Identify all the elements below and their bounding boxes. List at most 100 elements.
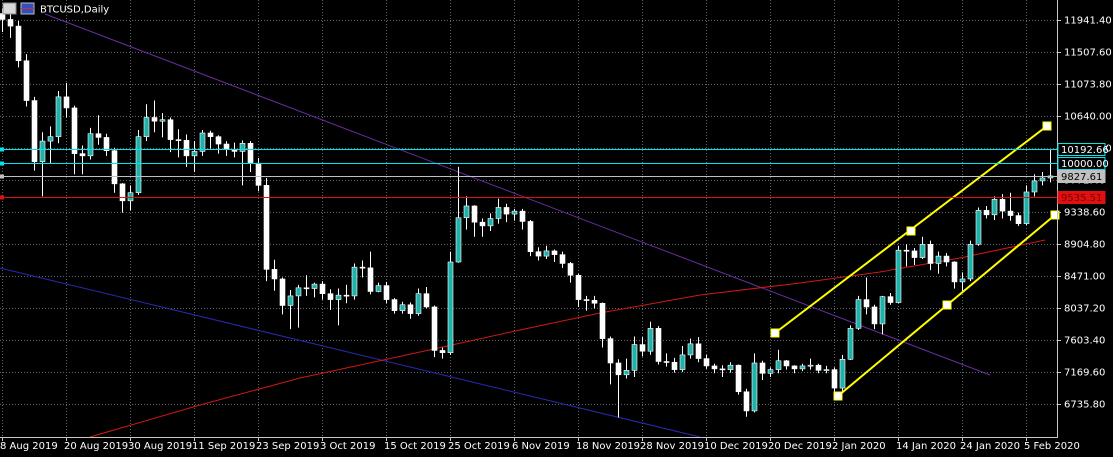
x-tick-label: 8 Aug 2019 bbox=[0, 441, 58, 452]
y-tick-label: 6735.80 bbox=[1064, 400, 1105, 411]
candle-body bbox=[127, 192, 134, 202]
channel-handle[interactable] bbox=[942, 300, 952, 310]
candle-body bbox=[383, 285, 390, 300]
candle-body bbox=[823, 369, 830, 371]
candle-body bbox=[367, 267, 374, 292]
candle-body bbox=[599, 302, 606, 339]
candle-body bbox=[935, 255, 942, 264]
x-tick-label: 20 Dec 2019 bbox=[768, 441, 832, 452]
candle-body bbox=[23, 60, 30, 101]
candle-body bbox=[591, 300, 598, 304]
candle-body bbox=[327, 293, 334, 300]
candle-body bbox=[391, 299, 398, 311]
price-level-tag bbox=[1057, 170, 1106, 183]
candle-body bbox=[47, 136, 54, 142]
channel-handle[interactable] bbox=[1050, 210, 1060, 220]
candle-body bbox=[655, 328, 662, 362]
candle-body bbox=[815, 364, 822, 371]
candle-body bbox=[703, 358, 710, 367]
channel-handle[interactable] bbox=[770, 328, 780, 338]
candle-body bbox=[215, 136, 222, 145]
candle-body bbox=[647, 328, 654, 352]
candle-body bbox=[95, 133, 102, 138]
candle-body bbox=[831, 369, 838, 389]
chart-icon bbox=[2, 2, 17, 15]
x-tick-label: 14 Jan 2020 bbox=[896, 441, 956, 452]
candle-body bbox=[839, 359, 846, 389]
candle-body bbox=[255, 162, 262, 186]
y-tick-label: 11073.80 bbox=[1064, 80, 1112, 91]
candle-body bbox=[583, 299, 590, 301]
candle-body bbox=[431, 306, 438, 351]
candle-body bbox=[775, 360, 782, 370]
candle-body bbox=[15, 25, 22, 62]
y-tick-label: 11941.40 bbox=[1064, 16, 1112, 27]
y-tick-label: 10640.00 bbox=[1064, 112, 1112, 123]
candle-body bbox=[223, 143, 230, 150]
y-tick-label: 8904.80 bbox=[1064, 240, 1105, 251]
candle-body bbox=[671, 361, 678, 370]
candle-body bbox=[927, 244, 934, 264]
candle-body bbox=[791, 365, 798, 370]
candle-body bbox=[335, 294, 342, 300]
price-levels bbox=[0, 147, 1057, 200]
candle-body bbox=[143, 117, 150, 137]
candle-body bbox=[559, 254, 566, 264]
candle-body bbox=[71, 107, 78, 154]
candle-body bbox=[879, 296, 886, 325]
candle-body bbox=[31, 100, 38, 163]
x-tick-label: 11 Sep 2019 bbox=[192, 441, 255, 452]
price-level-marker bbox=[0, 195, 4, 200]
candle-body bbox=[175, 139, 182, 141]
price-channel bbox=[770, 121, 1060, 401]
candle-body bbox=[719, 368, 726, 371]
candle-body bbox=[103, 137, 110, 151]
x-tick-label: 15 Oct 2019 bbox=[384, 441, 446, 452]
candle-body bbox=[351, 266, 358, 297]
candle-body bbox=[183, 140, 190, 157]
x-tick-label: 5 Feb 2020 bbox=[1024, 441, 1080, 452]
candle-body bbox=[975, 210, 982, 245]
channel-handle[interactable] bbox=[1042, 121, 1052, 131]
price-level-label: 9535.51 bbox=[1061, 193, 1102, 204]
candle-body bbox=[343, 294, 350, 297]
y-tick-label: 8037.20 bbox=[1064, 304, 1105, 315]
candle-body bbox=[1007, 210, 1014, 216]
candle-body bbox=[679, 354, 686, 370]
candle-body bbox=[519, 210, 526, 222]
candle-body bbox=[191, 151, 198, 157]
trend-line bbox=[44, 13, 991, 376]
candle-body bbox=[527, 221, 534, 252]
x-tick-label: 30 Aug 2019 bbox=[128, 441, 192, 452]
candle-body bbox=[311, 283, 318, 289]
candle-body bbox=[111, 150, 118, 185]
channel-handle[interactable] bbox=[906, 226, 916, 236]
candle-body bbox=[951, 261, 958, 283]
price-level-tag bbox=[1057, 143, 1106, 156]
candle-body bbox=[711, 365, 718, 370]
channel-handle[interactable] bbox=[833, 391, 843, 401]
candles bbox=[0, 8, 1054, 418]
chart-header: BTCUSD,Daily bbox=[2, 2, 109, 16]
y-tick-label: 9338.60 bbox=[1064, 208, 1105, 219]
candle-body bbox=[463, 205, 470, 219]
candle-body bbox=[439, 350, 446, 353]
y-tick-label: 11507.60 bbox=[1064, 48, 1112, 59]
candle-body bbox=[943, 255, 950, 263]
candle-body bbox=[471, 205, 478, 223]
candle-body bbox=[119, 183, 126, 202]
candle-body bbox=[39, 140, 46, 163]
candle-body bbox=[1031, 180, 1038, 193]
candle-body bbox=[999, 199, 1006, 212]
candle-body bbox=[903, 249, 910, 252]
candle-body bbox=[895, 249, 902, 303]
x-tick-label: 23 Sep 2019 bbox=[256, 441, 319, 452]
price-level-label: 10000.00 bbox=[1061, 159, 1109, 170]
candle-body bbox=[279, 278, 286, 306]
candle-body bbox=[239, 143, 246, 152]
price-level-label: 10192.66 bbox=[1061, 145, 1109, 156]
axes: 11941.4011507.6011073.8010640.0010206.20… bbox=[0, 16, 1112, 453]
candle-body bbox=[727, 364, 734, 370]
price-level-label: 9827.61 bbox=[1061, 172, 1102, 183]
